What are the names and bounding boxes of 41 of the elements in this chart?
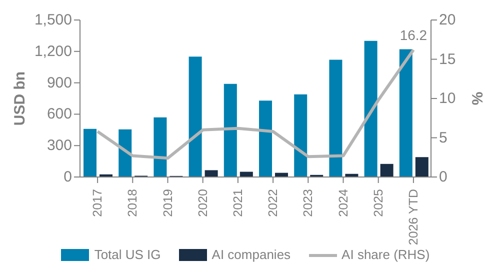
x-tick-label: 2019 — [160, 188, 175, 217]
bar — [118, 129, 132, 177]
y2-tick-label: 5 — [439, 129, 448, 146]
legend-label: AI share (RHS) — [342, 247, 430, 262]
bar — [224, 84, 237, 177]
y-tick-label: 900 — [46, 74, 72, 92]
x-tick-label: 2017 — [90, 188, 105, 217]
y-tick-label: 300 — [46, 137, 72, 154]
bar — [259, 100, 272, 177]
bar — [380, 164, 394, 177]
y-tick-label: 1,500 — [34, 12, 72, 28]
x-tick-label: 2020 — [196, 188, 210, 217]
y-tick-label: 0 — [64, 168, 72, 186]
bar — [204, 170, 218, 177]
bar — [154, 117, 167, 177]
bar — [188, 56, 202, 177]
bar — [84, 128, 97, 177]
bar — [329, 60, 342, 177]
x-tick-label: 2024 — [336, 188, 350, 217]
y2-axis-title: % — [469, 92, 486, 106]
x-tick-label: 2026 YTD — [406, 189, 420, 246]
y2-tick-label: 0 — [439, 168, 448, 186]
y2-tick-label: 15 — [439, 50, 456, 68]
y-tick-label: 1,200 — [34, 42, 72, 60]
bar — [415, 157, 428, 177]
legend-label: AI companies — [212, 247, 291, 262]
y2-tick-label: 10 — [439, 90, 456, 107]
data-label: 16.2 — [400, 26, 428, 43]
y-tick-label: 600 — [46, 106, 72, 123]
x-tick-label: 2022 — [266, 188, 280, 217]
bar — [399, 49, 412, 177]
line-series — [96, 48, 415, 160]
legend-label: Total US IG — [94, 247, 161, 262]
x-tick-label: 2023 — [301, 188, 316, 217]
x-tick-label: 2025 — [371, 188, 386, 217]
bar — [294, 94, 308, 177]
y-axis-title: USD bn — [12, 71, 28, 126]
y2-tick-label: 20 — [439, 12, 456, 28]
x-tick-label: 2018 — [126, 188, 140, 217]
bar — [364, 40, 378, 177]
x-tick-label: 2021 — [230, 188, 245, 217]
